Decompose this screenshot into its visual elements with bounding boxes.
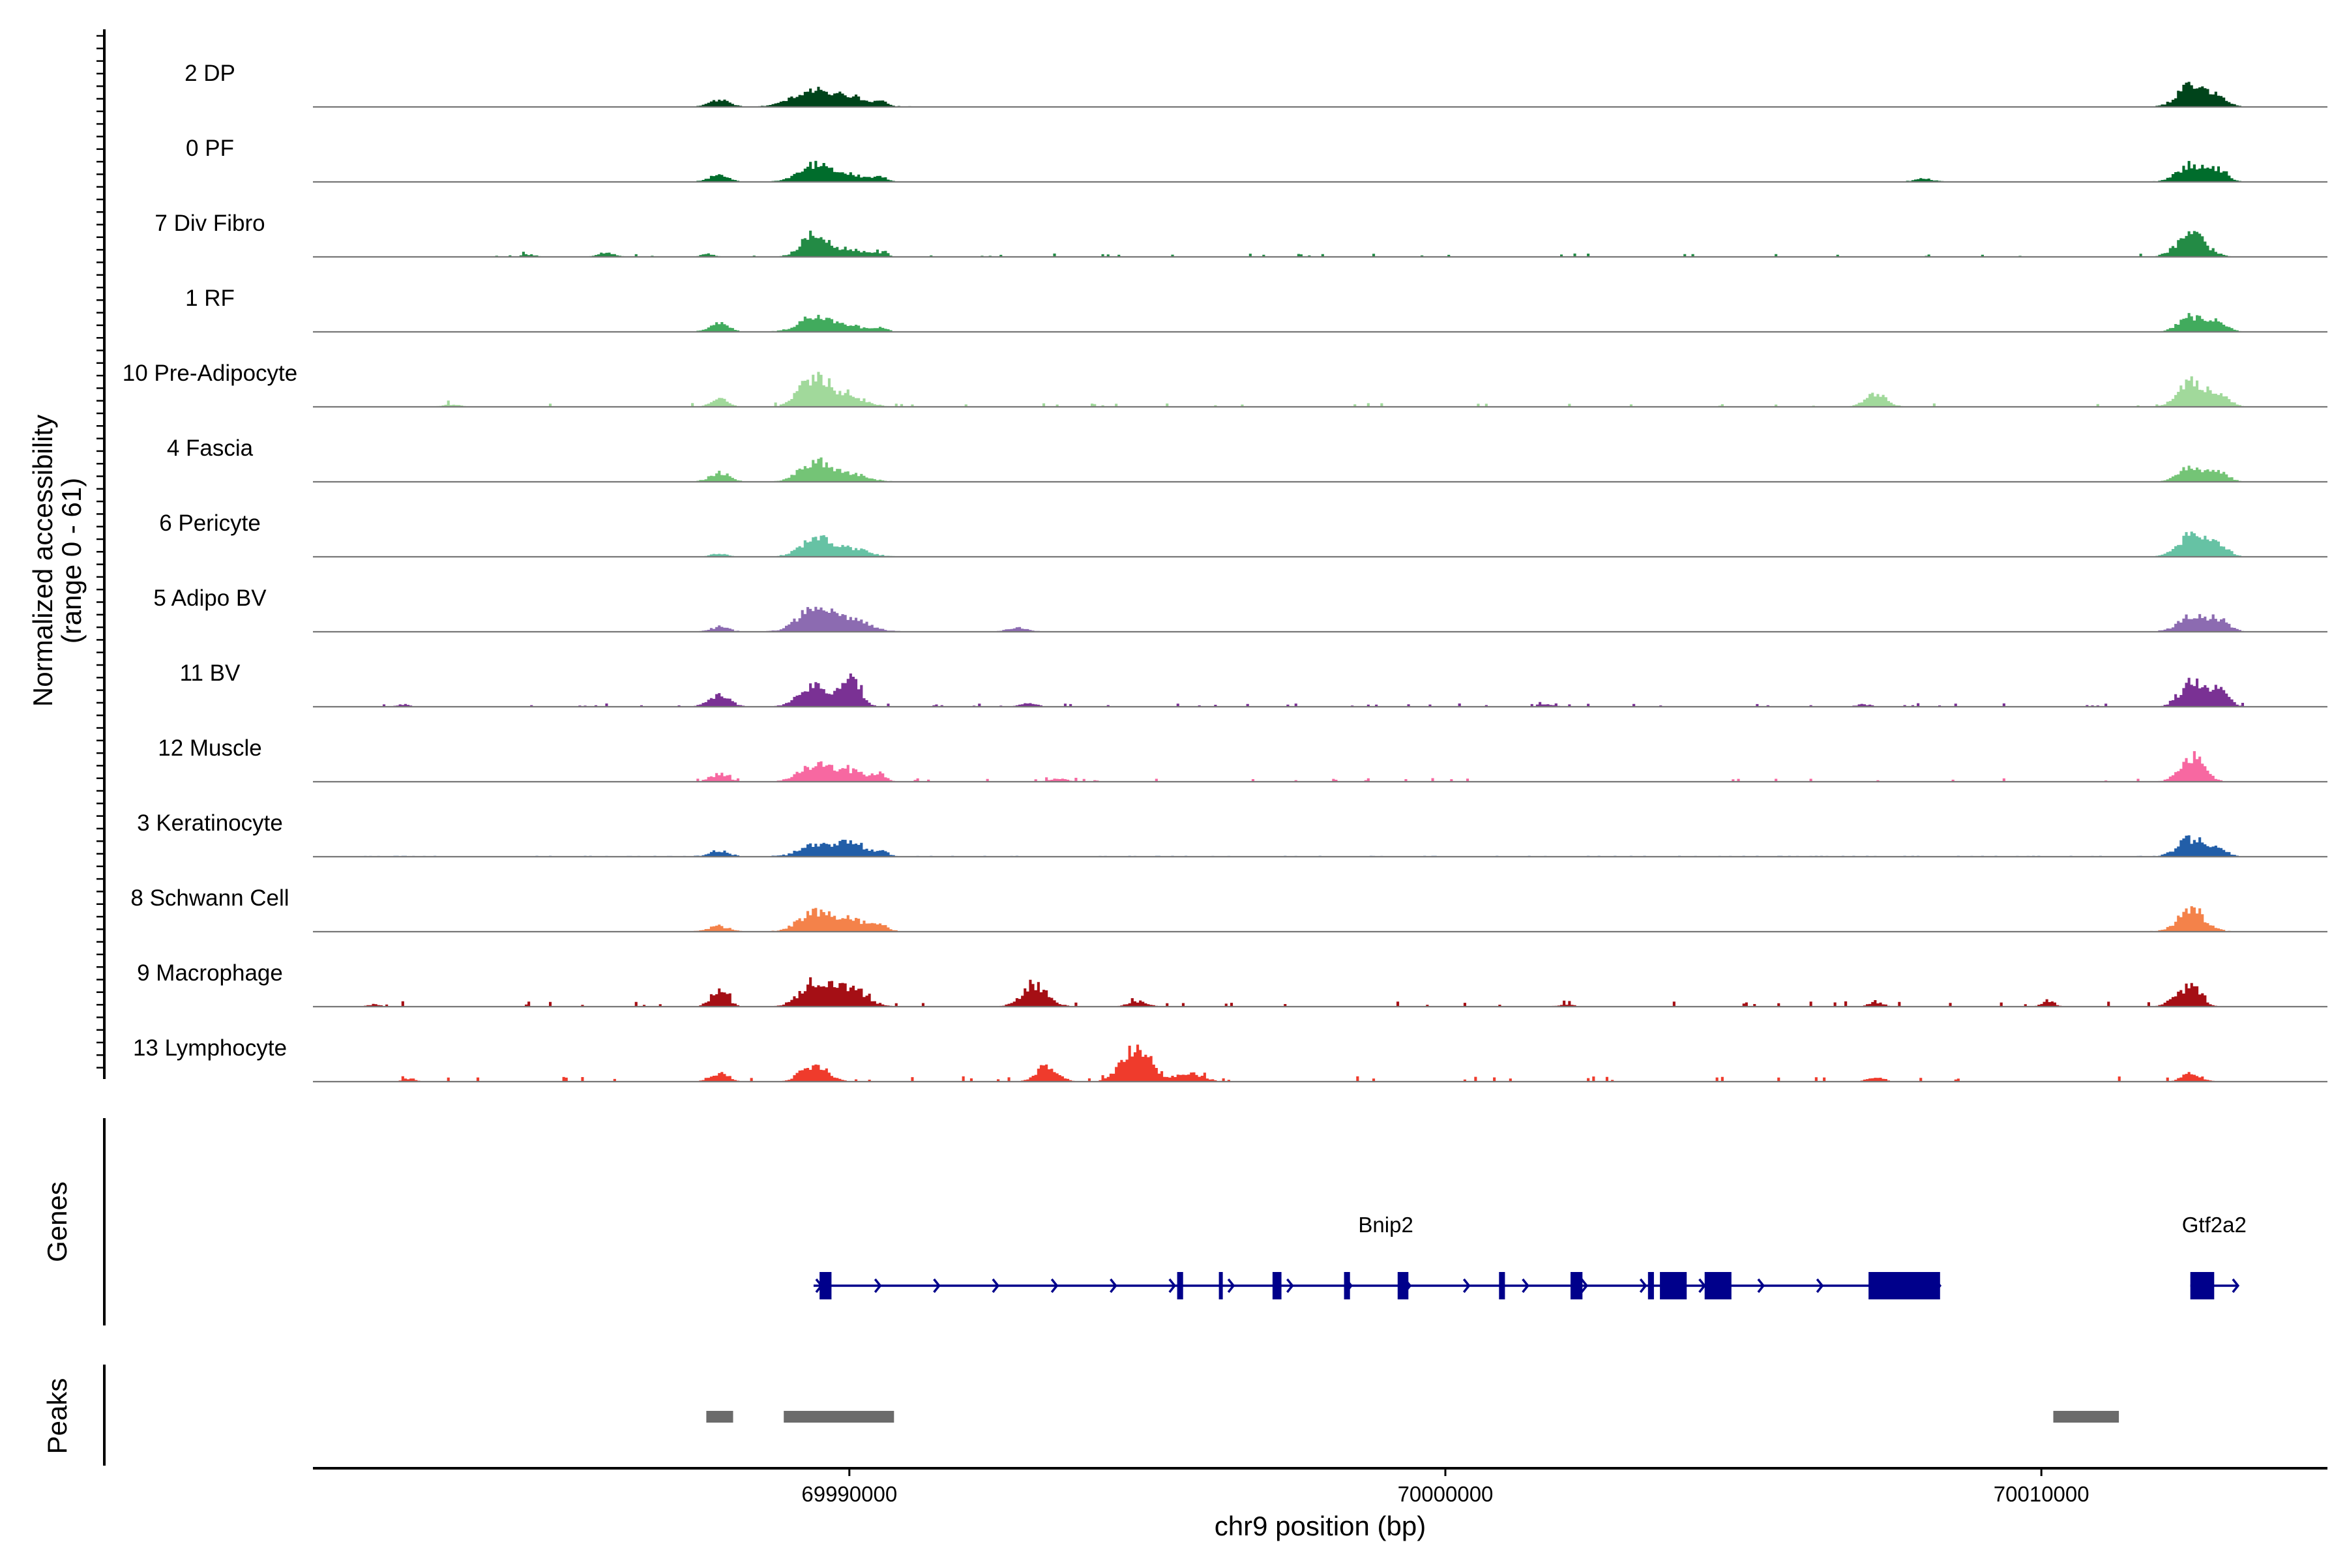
exon (2190, 1272, 2215, 1299)
peak-bar (706, 1411, 733, 1423)
strand-arrow (1286, 1278, 1294, 1294)
strand-arrow (1757, 1278, 1765, 1294)
exon (819, 1272, 832, 1299)
exon (1397, 1272, 1409, 1299)
track-7-div-fibro: 7 Div Fibro (155, 211, 2330, 258)
gene-label: Gtf2a2 (2182, 1213, 2247, 1237)
track-8-schwann-cell: 8 Schwann Cell (130, 885, 2330, 933)
gene-gtf2a2: Gtf2a2 (2182, 1213, 2247, 1299)
strand-arrow (1050, 1278, 1059, 1294)
track-2-dp: 2 DP (185, 61, 2330, 108)
track-label: 12 Muscle (158, 735, 262, 761)
strand-arrow (1110, 1278, 1117, 1294)
exon (1218, 1272, 1223, 1299)
exon (1499, 1272, 1505, 1299)
y-axis-title-line-1: Normalized accessibility (27, 415, 58, 707)
y-axis-title-line-2: (range 0 - 61) (56, 478, 87, 643)
track-5-adipo-bv: 5 Adipo BV (153, 585, 2330, 633)
strand-arrow (1462, 1278, 1471, 1294)
gene-models: Bnip2 Gtf2a2 (813, 1213, 2247, 1299)
peaks-panel: Peaks (42, 1365, 2119, 1466)
track-1-rf: 1 RF (185, 286, 2330, 333)
exon (1344, 1272, 1350, 1299)
strand-arrow (1168, 1278, 1177, 1294)
track-label: 6 Pericyte (159, 510, 261, 536)
x-axis: 69990000 70000000 70010000 chr9 position (… (313, 1467, 2327, 1541)
exon (1647, 1272, 1654, 1299)
peak-bars (706, 1411, 2119, 1423)
genes-panel-label: Genes (42, 1181, 72, 1262)
track-3-keratinocyte: 3 Keratinocyte (137, 810, 2330, 858)
peaks-panel-label: Peaks (42, 1378, 72, 1455)
track-9-macrophage: 9 Macrophage (137, 960, 2330, 1008)
coverage-area (313, 531, 2330, 557)
track-10-pre-adipocyte: 10 Pre-Adipocyte (123, 361, 2330, 408)
track-4-fascia: 4 Fascia (167, 436, 2330, 483)
coverage-area (313, 835, 2330, 857)
coverage-area (313, 160, 2330, 182)
coverage-area (313, 313, 2330, 332)
gene-bnip2: Bnip2 (813, 1213, 1942, 1299)
strand-arrow (1580, 1278, 1589, 1294)
coverage-area (313, 81, 2330, 107)
y-axis (96, 29, 106, 1079)
strand-arrow (874, 1278, 882, 1294)
track-label: 5 Adipo BV (153, 585, 267, 611)
exon (1868, 1272, 1940, 1299)
track-label: 4 Fascia (167, 436, 254, 461)
track-label: 9 Macrophage (137, 960, 283, 986)
x-axis-ticks: 69990000 70000000 70010000 (801, 1468, 2089, 1506)
exon (1571, 1272, 1583, 1299)
x-axis-title: chr9 position (bp) (1215, 1511, 1426, 1541)
track-label: 8 Schwann Cell (130, 885, 289, 911)
coverage-tracks: 2 DP 0 PF 7 Div Fibro 1 RF 10 Pre-Adipocyte 4… (123, 61, 2330, 1083)
track-label: 2 DP (185, 61, 235, 86)
track-label: 10 Pre-Adipocyte (123, 361, 297, 386)
strand-arrow (1227, 1278, 1235, 1294)
coverage-area (313, 230, 2330, 257)
peak-bar (2053, 1411, 2119, 1423)
exon (1177, 1272, 1183, 1299)
strand-arrow (992, 1278, 1000, 1294)
strand-arrow (1639, 1278, 1647, 1294)
coverage-area (313, 673, 2330, 707)
strand-arrow (2232, 1278, 2240, 1294)
track-6-pericyte: 6 Pericyte (159, 510, 2330, 558)
coverage-area (313, 606, 2330, 632)
y-axis-title: Normalized accessibility (range 0 - 61) (27, 415, 87, 707)
track-12-muscle: 12 Muscle (158, 735, 2330, 783)
track-label: 3 Keratinocyte (137, 810, 283, 836)
exon (1272, 1272, 1282, 1299)
track-0-pf: 0 PF (186, 136, 2330, 183)
x-tick-label: 69990000 (801, 1482, 897, 1506)
track-11-bv: 11 BV (180, 660, 2330, 708)
x-tick-label: 70000000 (1398, 1482, 1494, 1506)
exon (1660, 1272, 1687, 1299)
coverage-area (313, 1044, 2330, 1082)
coverage-area (313, 372, 2330, 407)
x-tick-label: 70010000 (1994, 1482, 2089, 1506)
coverage-area (313, 906, 2330, 932)
track-label: 1 RF (185, 286, 235, 311)
exon (1704, 1272, 1732, 1299)
strand-arrow (1816, 1278, 1824, 1294)
track-label: 11 BV (180, 660, 241, 686)
strand-arrow (1698, 1278, 1706, 1294)
track-label: 7 Div Fibro (155, 211, 265, 236)
coverage-area (313, 751, 2330, 782)
genes-panel: Genes Bnip2 Gtf2a2 (42, 1118, 2247, 1325)
coverage-area (313, 977, 2330, 1007)
track-13-lymphocyte: 13 Lymphocyte (133, 1035, 2330, 1083)
strand-arrow (933, 1278, 941, 1294)
track-label: 13 Lymphocyte (133, 1035, 287, 1061)
strand-arrow (1522, 1278, 1529, 1294)
peak-bar (784, 1411, 894, 1423)
gene-label: Bnip2 (1358, 1213, 1413, 1237)
coverage-area (313, 457, 2330, 482)
track-label: 0 PF (186, 136, 234, 161)
